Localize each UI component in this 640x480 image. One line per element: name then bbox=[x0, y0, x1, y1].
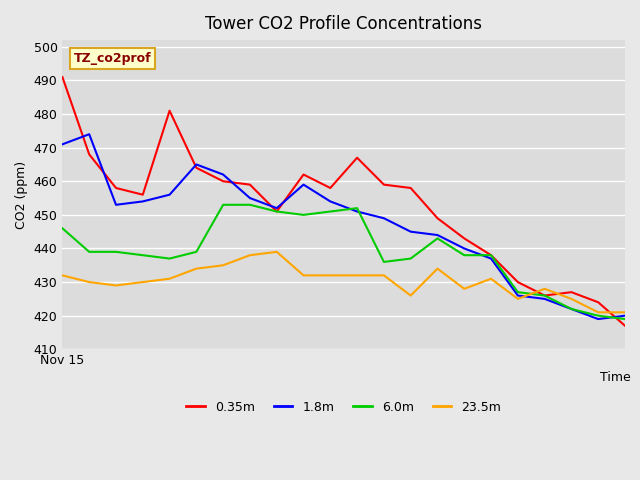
Text: TZ_co2prof: TZ_co2prof bbox=[74, 52, 151, 65]
Y-axis label: CO2 (ppm): CO2 (ppm) bbox=[15, 161, 28, 229]
Title: Tower CO2 Profile Concentrations: Tower CO2 Profile Concentrations bbox=[205, 15, 482, 33]
Legend: 0.35m, 1.8m, 6.0m, 23.5m: 0.35m, 1.8m, 6.0m, 23.5m bbox=[181, 396, 506, 419]
X-axis label: Time: Time bbox=[600, 371, 630, 384]
